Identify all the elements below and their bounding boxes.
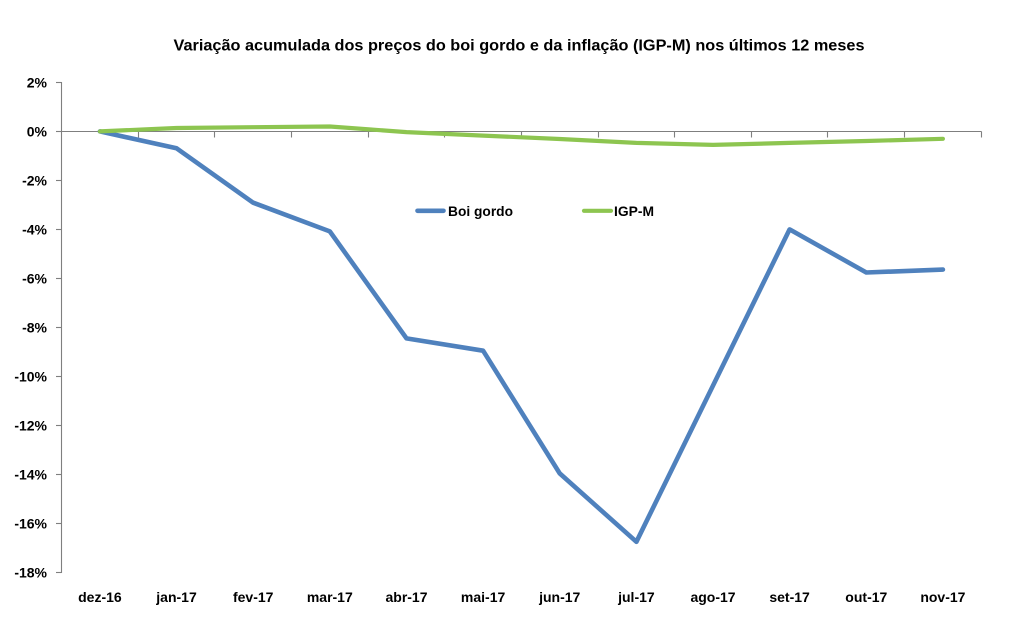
svg-text:-10%: -10% [14,368,47,384]
svg-text:out-17: out-17 [845,589,887,605]
svg-text:jun-17: jun-17 [538,589,580,605]
svg-text:fev-17: fev-17 [233,589,274,605]
svg-text:2%: 2% [27,74,48,90]
svg-text:mai-17: mai-17 [461,589,506,605]
svg-text:Boi gordo: Boi gordo [448,203,513,219]
svg-text:Variação acumulada dos preços: Variação acumulada dos preços do boi gor… [174,37,865,54]
svg-text:dez-16: dez-16 [78,589,122,605]
svg-text:-4%: -4% [22,221,47,237]
svg-text:abr-17: abr-17 [385,589,427,605]
svg-text:mar-17: mar-17 [307,589,353,605]
svg-text:ago-17: ago-17 [690,589,735,605]
svg-text:-18%: -18% [14,564,47,580]
svg-text:-2%: -2% [22,172,47,188]
svg-text:-6%: -6% [22,270,47,286]
svg-text:0%: 0% [27,123,48,139]
svg-text:-14%: -14% [14,466,47,482]
svg-text:-8%: -8% [22,319,47,335]
svg-text:nov-17: nov-17 [920,589,965,605]
svg-text:jul-17: jul-17 [617,589,655,605]
svg-text:jan-17: jan-17 [155,589,197,605]
svg-text:IGP-M: IGP-M [614,203,654,219]
svg-text:-12%: -12% [14,417,47,433]
svg-text:set-17: set-17 [769,589,810,605]
svg-text:-16%: -16% [14,515,47,531]
